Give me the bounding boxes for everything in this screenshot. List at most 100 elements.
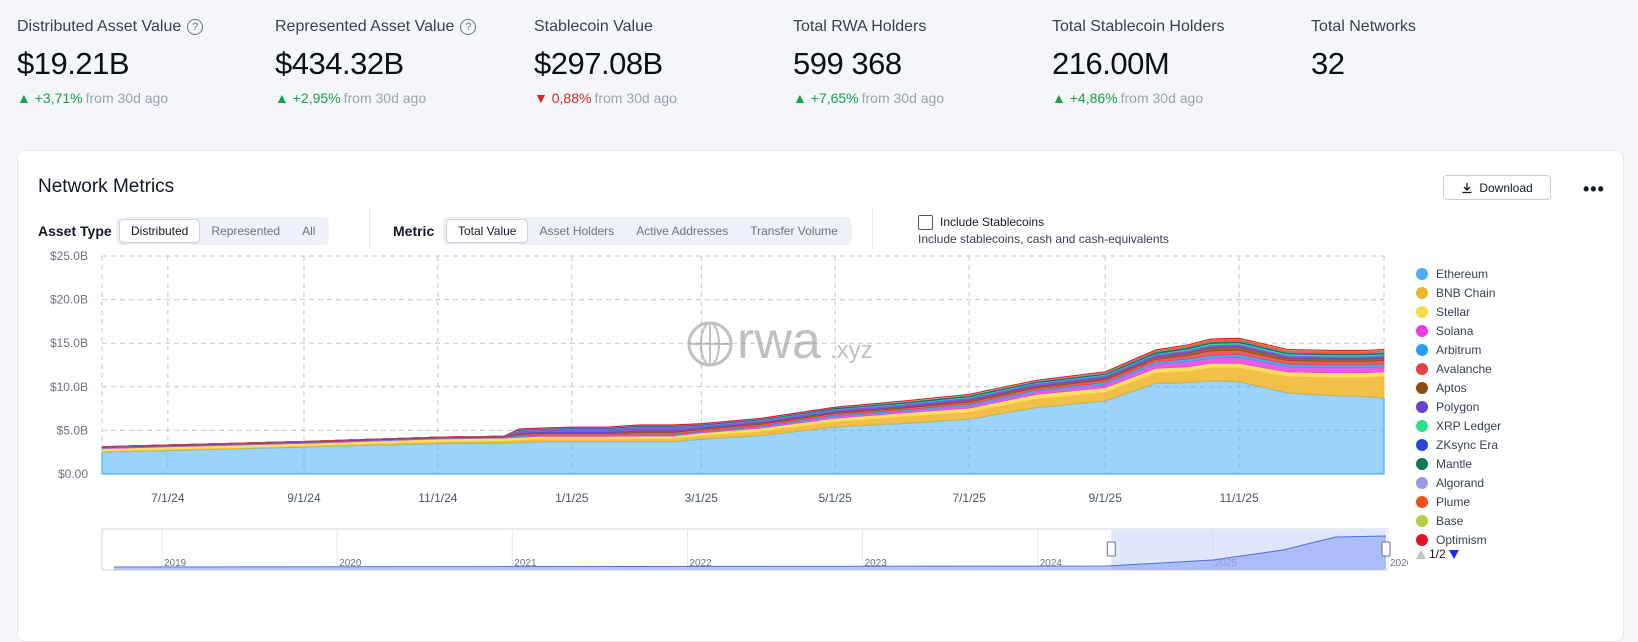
watermark-suffix: .xyz (830, 337, 873, 364)
y-tick-label: $5.0B (57, 423, 88, 437)
legend-dot-icon (1416, 457, 1428, 470)
stat-change: ▼ 0,88% from 30d ago (534, 90, 794, 106)
legend-item[interactable]: Mantle (1416, 454, 1501, 473)
metric-active-addresses[interactable]: Active Addresses (636, 224, 729, 238)
stat-card: Total RWA Holders 599 368 ▲ +7,65% from 30d… (793, 18, 1053, 106)
stat-label-text: Total RWA Holders (793, 18, 927, 35)
chart-legend: Ethereum BNB Chain Stellar Solana Arbitrum Av… (1416, 264, 1501, 549)
legend-dot-icon (1416, 267, 1428, 280)
navigator-year-label: 2019 (164, 558, 187, 569)
stat-card: Distributed Asset Value? $19.21B ▲ +3,71% f… (17, 18, 277, 106)
legend-item[interactable]: Optimism (1416, 530, 1501, 549)
stat-card: Represented Asset Value? $434.32B ▲ +2,95%… (275, 18, 535, 106)
asset-type-represented[interactable]: Represented (211, 224, 281, 238)
legend-label: Base (1436, 513, 1464, 528)
navigator-year-label: 2026 (1390, 558, 1408, 569)
legend-item[interactable]: Plume (1416, 492, 1501, 511)
stat-label-text: Represented Asset Value (275, 18, 455, 35)
x-tick-label: 7/1/24 (151, 491, 185, 505)
legend-next-icon[interactable] (1448, 549, 1459, 559)
navigator-year-label: 2023 (865, 558, 888, 569)
arrow-up-icon: ▲ (1052, 90, 1070, 106)
metric-transfer-volume[interactable]: Transfer Volume (750, 224, 838, 238)
navigator-year-label: 2020 (339, 558, 362, 569)
stat-change-suffix: from 30d ago (1120, 90, 1204, 106)
legend-item[interactable]: Arbitrum (1416, 340, 1501, 359)
stat-label: Total RWA Holders (793, 18, 1053, 36)
legend-item[interactable]: Base (1416, 511, 1501, 530)
legend-item[interactable]: Aptos (1416, 378, 1501, 397)
asset-type-all[interactable]: All (302, 224, 316, 238)
legend-dot-icon (1416, 305, 1428, 318)
asset-type-distributed[interactable]: Distributed (119, 219, 201, 243)
include-stablecoins-label[interactable]: Include Stablecoins (940, 215, 1045, 229)
stat-value: 599 368 (793, 46, 902, 81)
legend-item[interactable]: BNB Chain (1416, 283, 1501, 302)
legend-label: Stellar (1436, 304, 1471, 319)
navigator-area (114, 536, 1386, 570)
stat-change: ▲ +3,71% from 30d ago (17, 90, 277, 106)
navigator-year-label: 2022 (689, 558, 712, 569)
network-metrics-chart[interactable]: $25.0B $20.0B $15.0B $10.0B $5.0B $0.00 7/1/24… (18, 243, 1408, 583)
navigator-line (113, 535, 1387, 568)
globe-icon (700, 322, 720, 366)
help-icon[interactable]: ? (460, 19, 477, 35)
legend-dot-icon (1416, 476, 1428, 489)
include-stablecoins-description: Include stablecoins, cash and cash-equiv… (918, 232, 1169, 246)
stat-value: 32 (1311, 46, 1345, 81)
more-options-icon[interactable]: ••• (1583, 179, 1605, 199)
legend-dot-icon (1416, 419, 1428, 432)
stat-change-value: +4,86% (1069, 90, 1118, 106)
metric-total-value[interactable]: Total Value (446, 219, 529, 243)
x-tick-label: 5/1/25 (819, 491, 853, 505)
download-button[interactable]: Download (1443, 175, 1551, 200)
include-stablecoins-checkbox[interactable] (918, 215, 933, 230)
legend-dot-icon (1416, 362, 1428, 375)
stat-change-suffix: from 30d ago (594, 90, 677, 106)
watermark-text: rwa (737, 312, 821, 370)
legend-item[interactable]: XRP Ledger (1416, 416, 1501, 435)
legend-dot-icon (1416, 400, 1428, 413)
legend-dot-icon (1416, 381, 1428, 394)
legend-label: Algorand (1436, 475, 1485, 490)
navigator-handle[interactable] (1381, 541, 1391, 557)
stat-label: Stablecoin Value (534, 18, 794, 36)
metric-asset-holders[interactable]: Asset Holders (539, 224, 615, 238)
stat-change-suffix: from 30d ago (343, 90, 427, 106)
legend-label: Solana (1436, 323, 1474, 338)
legend-dot-icon (1416, 343, 1428, 356)
legend-item[interactable]: Solana (1416, 321, 1501, 340)
legend-item[interactable]: Avalanche (1416, 359, 1501, 378)
legend-prev-icon[interactable] (1416, 549, 1426, 559)
legend-label: Plume (1436, 494, 1471, 509)
legend-item[interactable]: Ethereum (1416, 264, 1501, 283)
legend-label: Ethereum (1436, 266, 1489, 281)
stat-label-text: Stablecoin Value (534, 18, 653, 35)
stat-change-suffix: from 30d ago (85, 90, 169, 106)
help-icon[interactable]: ? (187, 19, 204, 35)
legend-label: XRP Ledger (1436, 418, 1502, 433)
x-tick-label: 3/1/25 (685, 491, 719, 505)
legend-page: 1/2 (1429, 547, 1446, 561)
legend-item[interactable]: Polygon (1416, 397, 1501, 416)
legend-item[interactable]: Algorand (1416, 473, 1501, 492)
legend-dot-icon (1416, 324, 1428, 337)
asset-type-toggle: Distributed Represented All (116, 217, 330, 245)
navigator-handle[interactable] (1106, 541, 1116, 557)
stat-card: Total Stablecoin Holders 216.00M ▲ +4,86% f… (1052, 18, 1312, 106)
arrow-up-icon: ▲ (793, 90, 811, 106)
arrow-down-icon: ▼ (534, 90, 552, 106)
y-tick-label: $20.0B (50, 293, 88, 307)
metric-toggle: Total Value Asset Holders Active Addresses… (443, 217, 852, 245)
download-label: Download (1479, 180, 1533, 195)
series-area-optimism[interactable] (101, 337, 1385, 447)
asset-type-label: Asset Type (38, 223, 112, 239)
legend-dot-icon (1416, 495, 1428, 508)
legend-label: Avalanche (1436, 361, 1492, 376)
legend-dot-icon (1416, 438, 1428, 451)
rwa-watermark: rwa .xyz (687, 312, 873, 370)
stat-change-value: +2,95% (292, 90, 341, 106)
legend-item[interactable]: Stellar (1416, 302, 1501, 321)
legend-pager: 1/2 (1416, 547, 1459, 561)
legend-item[interactable]: ZKsync Era (1416, 435, 1501, 454)
